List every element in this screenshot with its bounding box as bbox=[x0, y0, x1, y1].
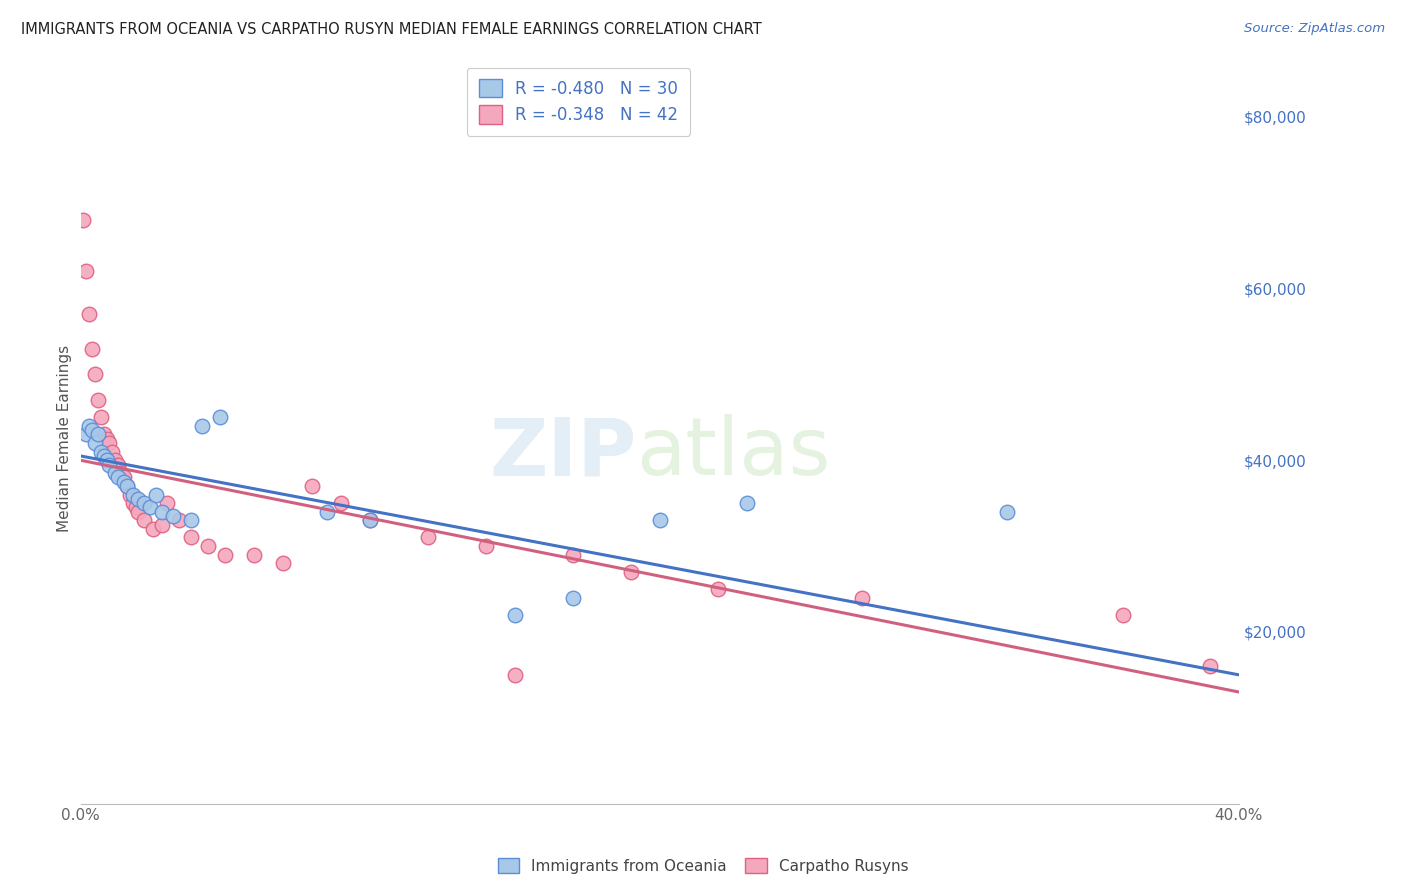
Point bbox=[96, 432, 118, 446]
Point bbox=[98, 436, 121, 450]
Point bbox=[156, 496, 179, 510]
Point bbox=[735, 496, 758, 510]
Point bbox=[301, 479, 323, 493]
Point bbox=[145, 487, 167, 501]
Point bbox=[648, 513, 671, 527]
Point bbox=[180, 513, 202, 527]
Point bbox=[197, 539, 219, 553]
Point bbox=[330, 496, 353, 510]
Point bbox=[139, 500, 162, 515]
Point bbox=[359, 513, 381, 527]
Legend: R = -0.480   N = 30, R = -0.348   N = 42: R = -0.480 N = 30, R = -0.348 N = 42 bbox=[467, 68, 690, 136]
Point bbox=[90, 410, 112, 425]
Point bbox=[115, 479, 138, 493]
Point bbox=[98, 458, 121, 472]
Point bbox=[214, 548, 236, 562]
Point bbox=[112, 470, 135, 484]
Point bbox=[90, 444, 112, 458]
Point bbox=[72, 212, 94, 227]
Point bbox=[503, 668, 526, 682]
Point bbox=[359, 513, 381, 527]
Point bbox=[620, 565, 643, 579]
Point bbox=[208, 410, 231, 425]
Point bbox=[243, 548, 266, 562]
Point bbox=[503, 607, 526, 622]
Point bbox=[121, 487, 143, 501]
Point bbox=[75, 427, 97, 442]
Point bbox=[150, 517, 173, 532]
Point bbox=[82, 342, 104, 356]
Text: ZIP: ZIP bbox=[489, 415, 637, 492]
Point bbox=[77, 307, 100, 321]
Point bbox=[124, 500, 146, 515]
Point bbox=[121, 496, 143, 510]
Y-axis label: Median Female Earnings: Median Female Earnings bbox=[58, 345, 72, 533]
Point bbox=[93, 449, 115, 463]
Point bbox=[1199, 659, 1222, 673]
Point bbox=[475, 539, 498, 553]
Point bbox=[167, 513, 190, 527]
Point bbox=[127, 505, 149, 519]
Point bbox=[162, 509, 184, 524]
Point bbox=[706, 582, 728, 596]
Point bbox=[87, 393, 110, 408]
Text: atlas: atlas bbox=[637, 415, 831, 492]
Point bbox=[1112, 607, 1135, 622]
Point bbox=[995, 505, 1018, 519]
Point bbox=[118, 487, 141, 501]
Point bbox=[82, 423, 104, 437]
Point bbox=[104, 466, 127, 480]
Point bbox=[271, 556, 294, 570]
Point bbox=[315, 505, 337, 519]
Point bbox=[127, 491, 149, 506]
Point bbox=[134, 496, 156, 510]
Point bbox=[180, 531, 202, 545]
Text: IMMIGRANTS FROM OCEANIA VS CARPATHO RUSYN MEDIAN FEMALE EARNINGS CORRELATION CHA: IMMIGRANTS FROM OCEANIA VS CARPATHO RUSY… bbox=[21, 22, 762, 37]
Point bbox=[107, 458, 129, 472]
Point bbox=[561, 548, 583, 562]
Point bbox=[104, 453, 127, 467]
Point bbox=[96, 453, 118, 467]
Point bbox=[191, 418, 214, 433]
Point bbox=[112, 475, 135, 489]
Point bbox=[93, 427, 115, 442]
Point bbox=[75, 264, 97, 278]
Point bbox=[87, 427, 110, 442]
Point bbox=[101, 444, 124, 458]
Point bbox=[107, 470, 129, 484]
Point bbox=[84, 368, 107, 382]
Point bbox=[134, 513, 156, 527]
Point bbox=[851, 591, 873, 605]
Point bbox=[84, 436, 107, 450]
Point bbox=[77, 418, 100, 433]
Point bbox=[142, 522, 165, 536]
Point bbox=[561, 591, 583, 605]
Point bbox=[110, 466, 132, 480]
Text: Source: ZipAtlas.com: Source: ZipAtlas.com bbox=[1244, 22, 1385, 36]
Point bbox=[416, 531, 439, 545]
Point bbox=[115, 479, 138, 493]
Point bbox=[150, 505, 173, 519]
Legend: Immigrants from Oceania, Carpatho Rusyns: Immigrants from Oceania, Carpatho Rusyns bbox=[492, 852, 914, 880]
